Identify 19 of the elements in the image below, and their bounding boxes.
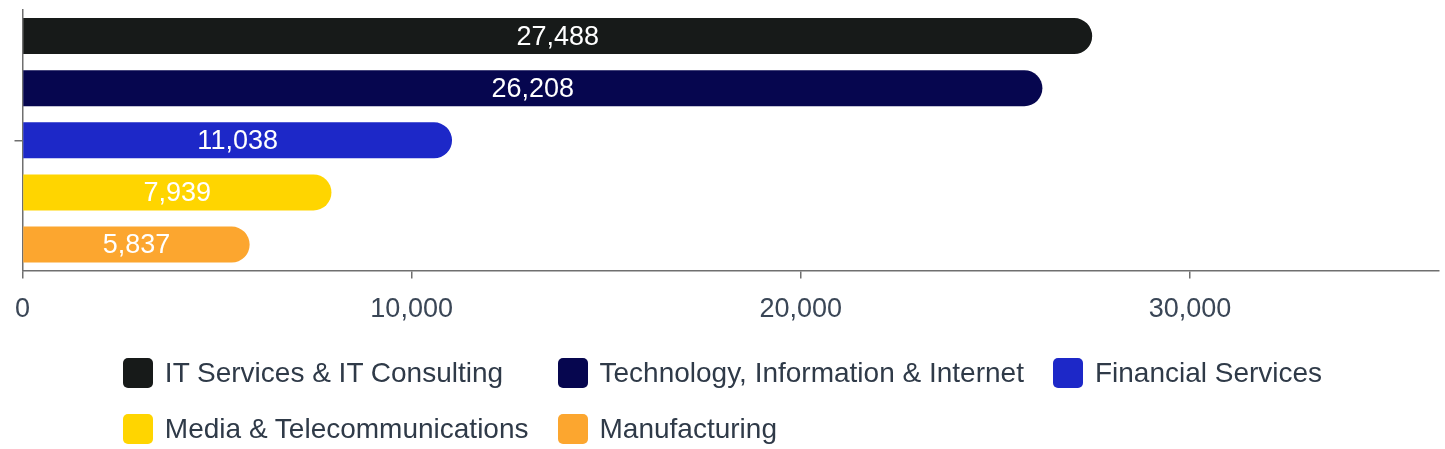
legend-label: Media & Telecommunications <box>164 413 529 445</box>
legend-label: Financial Services <box>1094 357 1323 389</box>
bar <box>23 18 1093 55</box>
legend-label: Technology, Information & Internet <box>599 357 1024 389</box>
x-tick-label: 10,000 <box>370 293 453 324</box>
bar <box>23 174 332 211</box>
bar <box>23 226 250 263</box>
data-label: 7,939 <box>143 176 212 207</box>
data-label: 27,488 <box>516 20 600 51</box>
data-label: 11,038 <box>197 124 278 155</box>
x-tick-label: 30,000 <box>1148 293 1232 324</box>
legend-label: IT Services & IT Consulting <box>164 357 504 389</box>
data-label: 5,837 <box>102 228 171 259</box>
x-tick-label: 20,000 <box>759 293 843 324</box>
bar <box>23 70 1043 107</box>
legend-label: Manufacturing <box>599 413 777 445</box>
data-label: 26,208 <box>491 72 575 103</box>
bar <box>23 122 453 159</box>
x-tick-label: 0 <box>14 293 31 324</box>
